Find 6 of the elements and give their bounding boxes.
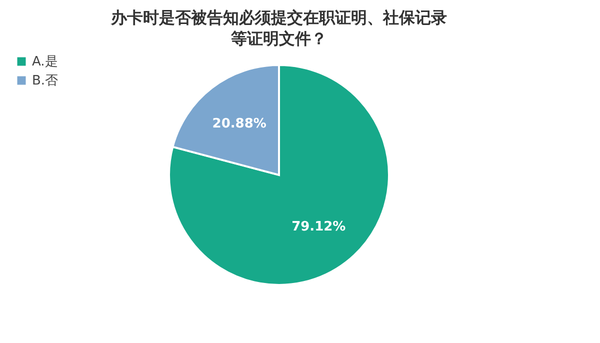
- data-label: 20.88%: [212, 116, 266, 132]
- pie-slice: [168, 64, 390, 286]
- legend-label: A.是: [32, 54, 58, 70]
- chart-title: 办卡时是否被告知必须提交在职证明、社保记录等证明文件？: [110, 8, 447, 48]
- legend-label: B.否: [32, 74, 58, 88]
- data-label: 79.12%: [292, 220, 346, 235]
